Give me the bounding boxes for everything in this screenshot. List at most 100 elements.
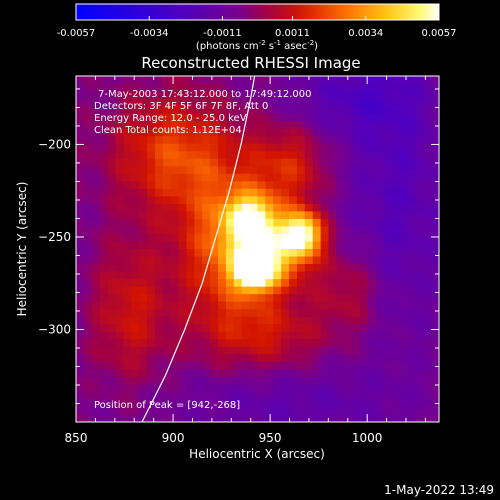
heatmap-cell (131, 181, 140, 190)
heatmap-cell (407, 76, 416, 85)
plot-frame (75, 75, 440, 423)
heatmap-cell (225, 128, 235, 137)
heatmap-cell (99, 166, 109, 175)
heatmap-cell (225, 106, 235, 115)
heatmap-cell (312, 136, 322, 145)
heatmap-cell (186, 158, 195, 167)
heatmap-cell (375, 91, 385, 100)
heatmap-cell (407, 136, 416, 145)
heatmap-cell (273, 369, 282, 378)
heatmap-cell (241, 369, 251, 378)
heatmap-cell (218, 309, 227, 318)
heatmap-cell (107, 391, 117, 401)
heatmap-cell (344, 211, 353, 220)
heatmap-cell (91, 331, 101, 340)
heatmap-cell (415, 128, 424, 137)
heatmap-cell (178, 196, 188, 205)
heatmap-cell (281, 406, 290, 416)
heatmap-cell (123, 151, 132, 160)
heatmap-cell (241, 233, 251, 243)
heatmap-cell (91, 196, 101, 205)
heatmap-cell (91, 98, 101, 107)
heatmap-cell (91, 384, 101, 393)
heatmap-cell (296, 76, 306, 85)
heatmap-cell (249, 339, 259, 348)
heatmap-cell (76, 91, 85, 100)
heatmap-cell (147, 361, 156, 370)
heatmap-cell (367, 143, 377, 152)
heatmap-cell (415, 83, 424, 92)
heatmap-cell (431, 226, 439, 235)
heatmap-cell (328, 339, 338, 348)
heatmap-cell (289, 128, 298, 137)
heatmap-cell (194, 98, 203, 107)
heatmap-cell (115, 346, 124, 355)
heatmap-cell (249, 211, 259, 220)
heatmap-cell (83, 203, 93, 212)
heatmap-cell (352, 384, 361, 393)
heatmap-cell (391, 233, 401, 243)
heatmap-cell (423, 233, 432, 243)
heatmap-cell (407, 226, 416, 235)
x-axis: 850 900 950 1000 (65, 76, 426, 445)
heatmap-cell (352, 399, 361, 408)
heatmap-cell (257, 136, 266, 145)
heatmap-cell (170, 218, 180, 228)
heatmap-cell (257, 384, 266, 393)
heatmap-cell (241, 286, 251, 295)
heatmap-cell (202, 301, 211, 310)
heatmap-cell (383, 324, 393, 333)
heatmap-cell (391, 121, 401, 130)
heatmap-cell (233, 399, 243, 408)
heatmap-cell (289, 346, 298, 355)
heatmap-cell (91, 181, 101, 190)
heatmap-cell (289, 211, 298, 220)
heatmap-cell (407, 233, 416, 243)
heatmap-cell (123, 249, 132, 258)
heatmap-cell (186, 376, 195, 385)
heatmap-cell (423, 166, 432, 175)
heatmap-cell (233, 391, 243, 401)
heatmap-cell (312, 271, 322, 280)
heatmap-cell (123, 309, 132, 318)
heatmap-cell (415, 309, 424, 318)
heatmap-cell (352, 294, 361, 303)
heatmap-cell (352, 354, 361, 363)
heatmap-cell (162, 173, 172, 182)
heatmap-cell (241, 316, 251, 325)
heatmap-cell (423, 361, 432, 370)
heatmap-cell (391, 211, 401, 220)
heatmap-cell (304, 406, 314, 416)
heatmap-cell (352, 309, 361, 318)
heatmap-cell (225, 399, 235, 408)
heatmap-cell (91, 226, 101, 235)
heatmap-cell (367, 121, 377, 130)
heatmap-cell (139, 113, 148, 122)
heatmap-cell (147, 158, 156, 167)
heatmap-cell (375, 196, 385, 205)
heatmap-cell (249, 354, 259, 363)
heatmap-cell (320, 256, 330, 265)
heatmap-cell (131, 196, 140, 205)
heatmap-cell (352, 121, 361, 130)
heatmap-cell (399, 346, 409, 355)
heatmap-cell (225, 98, 235, 107)
heatmap-cell (352, 143, 361, 152)
heatmap-cell (225, 143, 235, 152)
heatmap-cell (281, 151, 290, 160)
heatmap-cell (154, 361, 164, 370)
heatmap-cell (289, 136, 298, 145)
heatmap-cell (415, 316, 424, 325)
heatmap-cell (233, 406, 243, 416)
heatmap-cell (194, 226, 203, 235)
heatmap-cell (415, 376, 424, 385)
heatmap-cell (431, 211, 439, 220)
heatmap-cell (415, 279, 424, 288)
heatmap-cell (202, 143, 211, 152)
heatmap-cell (225, 188, 235, 197)
heatmap-cell (344, 218, 353, 228)
heatmap-cell (407, 376, 416, 385)
heatmap-cell (289, 106, 298, 115)
heatmap-cell (344, 158, 353, 167)
heatmap-cell (202, 121, 211, 130)
